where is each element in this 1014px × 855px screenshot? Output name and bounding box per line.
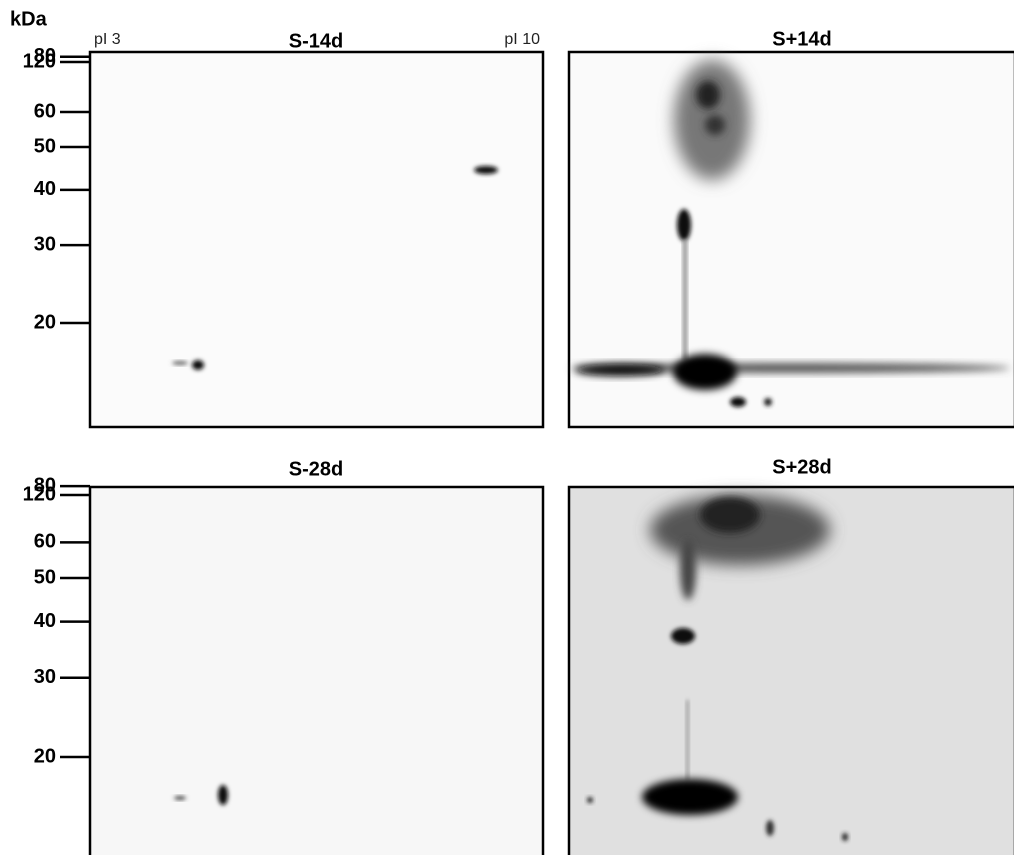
mw-tick-label: 20 [34,745,56,767]
mw-tick-label: 80 [34,474,56,496]
panel-title: S+28d [772,456,831,478]
panel-title: S+14d [772,28,831,50]
mw-tick-label: 40 [34,610,56,632]
pi-left: pI 3 [94,31,121,48]
mw-tick-label: 60 [34,531,56,553]
mw-tick-label: 30 [34,666,56,688]
mw-tick-label: 30 [34,233,56,255]
mw-tick-label: 40 [34,178,56,200]
panel-title: S-14d [289,30,343,52]
gel [88,50,545,429]
gel [88,485,545,855]
gel [567,50,1014,429]
gel [567,485,1014,855]
mw-tick-label: 50 [34,135,56,157]
mw-tick-label: 20 [34,311,56,333]
axis-label: kDa [10,8,48,30]
panel-title: S-28d [289,458,343,480]
mw-tick-label: 120 [23,50,56,72]
pi-right: pI 10 [504,31,540,48]
mw-tick-label: 120 [23,483,56,505]
mw-tick-label: 50 [34,566,56,588]
mw-tick-label: 60 [34,100,56,122]
mw-tick-label: 80 [34,45,56,67]
